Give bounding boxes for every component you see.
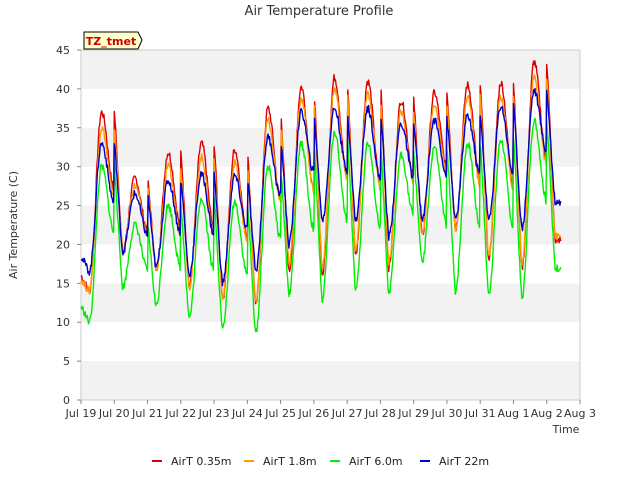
legend-label: AirT 22m xyxy=(439,455,489,468)
x-tick-label: Aug 1 xyxy=(497,407,529,420)
grid-band xyxy=(81,50,580,89)
series-lines xyxy=(80,60,562,333)
x-tick-label: Jul 26 xyxy=(297,407,329,420)
y-tick-label: 15 xyxy=(56,277,70,290)
x-tick-label: Jul 21 xyxy=(131,407,163,420)
site-tag-box xyxy=(83,31,143,50)
y-tick-label: 0 xyxy=(63,394,70,407)
legend-label: AirT 0.35m xyxy=(171,455,232,468)
x-tick-label: Jul 30 xyxy=(431,407,463,420)
x-tick-label: Jul 28 xyxy=(364,407,396,420)
x-tick-label: Aug 2 xyxy=(531,407,563,420)
site-tag-text: TZ_tmet xyxy=(86,35,136,48)
site-tag: TZ_tmet xyxy=(83,31,143,50)
grid-band xyxy=(81,361,580,400)
grid-band xyxy=(81,283,580,323)
chart-title: Air Temperature Profile xyxy=(245,4,394,19)
y-tick-label: 20 xyxy=(56,238,70,251)
series-line xyxy=(80,117,562,333)
legend-label: AirT 1.8m xyxy=(263,455,317,468)
grid-band xyxy=(81,244,580,284)
legend-label: AirT 6.0m xyxy=(349,455,403,468)
x-tick-label: Jul 27 xyxy=(331,407,363,420)
x-tick-label: Jul 31 xyxy=(464,407,496,420)
y-tick-label: 30 xyxy=(56,161,70,174)
x-tick-label: Jul 22 xyxy=(164,407,196,420)
y-tick-label: 35 xyxy=(56,122,70,135)
series-line xyxy=(80,87,562,287)
y-axis-ticks: 0 5 10 15 20 25 30 35 40 45 xyxy=(56,44,81,407)
y-tick-label: 45 xyxy=(56,44,70,57)
x-tick-label: Jul 24 xyxy=(231,407,263,420)
x-tick-label: Jul 25 xyxy=(264,407,296,420)
y-tick-label: 25 xyxy=(56,200,70,213)
y-tick-label: 10 xyxy=(56,316,70,329)
plot-frame xyxy=(80,49,581,401)
y-tick-label: 40 xyxy=(56,83,70,96)
x-tick-label: Jul 23 xyxy=(198,407,230,420)
x-tick-label: Aug 3 xyxy=(564,407,596,420)
grid-band xyxy=(81,322,580,362)
x-axis-ticks: Jul 19 Jul 20 Jul 21 Jul 22 Jul 23 Jul 24 Jul … xyxy=(65,400,596,420)
y-axis-label: Air Temperature (C) xyxy=(7,171,20,279)
x-axis-label: Time xyxy=(552,423,580,436)
y-tick-label: 5 xyxy=(63,355,70,368)
legend: AirT 0.35m AirT 1.8m AirT 6.0m AirT 22m xyxy=(152,455,489,468)
x-tick-label: Jul 29 xyxy=(397,407,429,420)
grid-band xyxy=(81,205,580,245)
x-tick-label: Jul 20 xyxy=(98,407,130,420)
x-tick-label: Jul 19 xyxy=(65,407,97,420)
